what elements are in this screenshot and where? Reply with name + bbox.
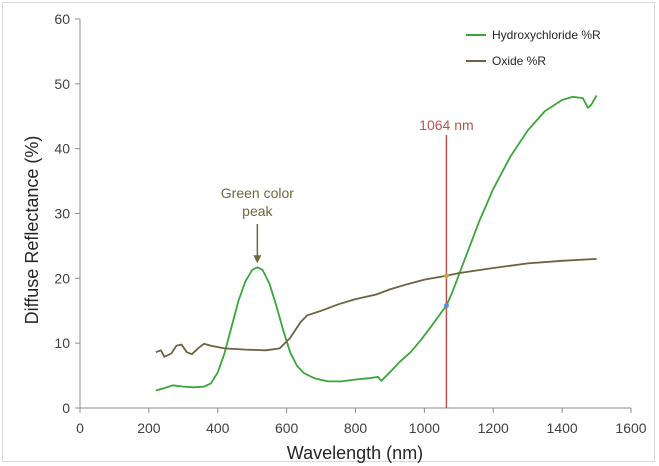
y-tick-label: 40: [54, 141, 70, 157]
y-tick-label: 20: [54, 270, 70, 286]
x-tick-label: 1400: [547, 420, 578, 436]
x-tick-label: 1600: [615, 420, 646, 436]
series-line-oxide: [155, 258, 597, 358]
y-tick-label: 50: [54, 76, 70, 92]
x-axis-title: Wavelength (nm): [287, 443, 423, 463]
legend: Hydroxychloride %R Oxide %R: [466, 28, 601, 68]
annotation-layer: 1064 nm Green color peak: [221, 117, 474, 408]
series-layer: [155, 95, 598, 392]
x-tick-label: 1000: [409, 420, 440, 436]
intersection-dot: [443, 273, 449, 279]
y-axis-title: Diffuse Reflectance (%): [22, 136, 42, 325]
intersection-dot: [443, 303, 449, 309]
series-line-hydroxychloride: [155, 95, 598, 392]
x-tick-label: 1200: [478, 420, 509, 436]
peak-annotation-label: peak: [242, 203, 273, 219]
legend-label-hydroxychloride: Hydroxychloride %R: [492, 28, 601, 42]
x-tick-label: 600: [275, 420, 299, 436]
x-tick-label: 800: [344, 420, 368, 436]
peak-annotation-label: Green color: [221, 185, 294, 201]
peak-arrow-head: [253, 255, 262, 264]
y-axis-ticks: 0 10 20 30 40 50 60: [54, 11, 80, 416]
y-tick-label: 0: [62, 400, 70, 416]
x-axis-ticks: 0 200 400 600 800 1000 1200 1400 1600: [76, 408, 647, 436]
marker-label-1064nm: 1064 nm: [419, 117, 473, 133]
x-tick-label: 0: [76, 420, 84, 436]
y-tick-label: 10: [54, 335, 70, 351]
y-tick-label: 30: [54, 206, 70, 222]
x-tick-label: 400: [206, 420, 230, 436]
chart-frame: [2, 2, 655, 462]
x-tick-label: 200: [137, 420, 161, 436]
plot-area: [79, 19, 631, 409]
y-tick-label: 60: [54, 11, 70, 27]
legend-label-oxide: Oxide %R: [492, 54, 546, 68]
